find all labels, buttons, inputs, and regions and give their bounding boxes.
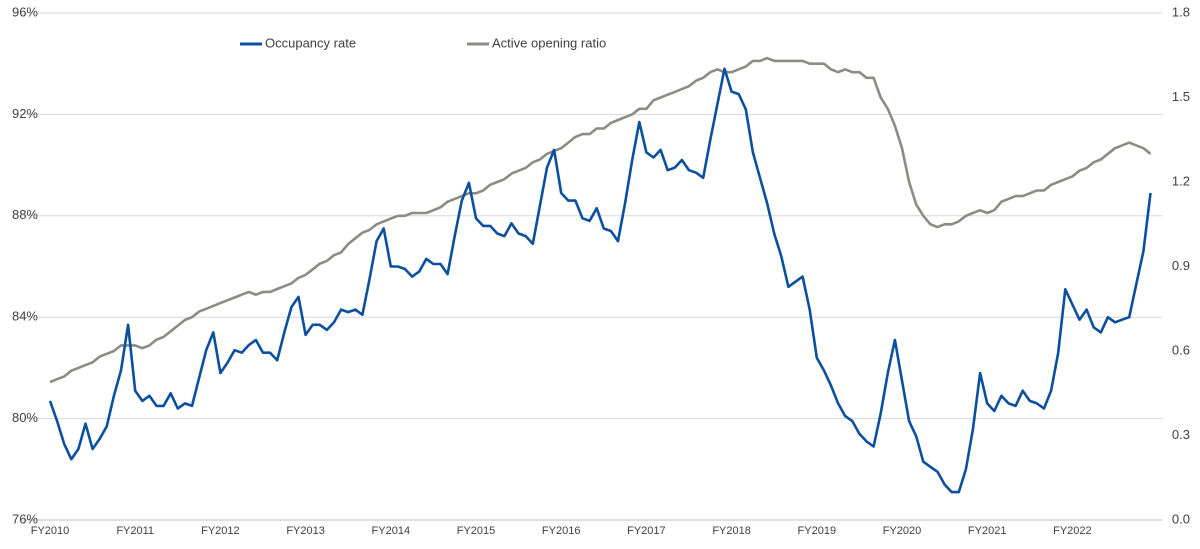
y-tick-label: 96% [12, 4, 38, 19]
y-tick-label: 88% [12, 207, 38, 222]
y2-tick-label: 0.9 [1172, 258, 1190, 273]
y2-tick-label: 1.8 [1172, 4, 1190, 19]
x-tick-label: FY2016 [542, 525, 581, 537]
x-tick-label: FY2018 [712, 525, 751, 537]
x-tick-label: FY2015 [457, 525, 496, 537]
x-tick-label: FY2012 [201, 525, 240, 537]
y2-tick-label: 0.0 [1172, 511, 1190, 526]
y2-tick-label: 1.5 [1172, 89, 1190, 104]
y2-tick-label: 0.3 [1172, 427, 1190, 442]
x-tick-label: FY2011 [116, 525, 154, 537]
y-tick-label: 84% [12, 309, 38, 324]
y-tick-label: 92% [12, 106, 38, 121]
legend-label: Occupancy rate [265, 35, 356, 50]
legend-label: Active opening ratio [492, 35, 606, 50]
y-tick-label: 80% [12, 410, 38, 425]
x-tick-label: FY2017 [627, 525, 666, 537]
x-tick-label: FY2014 [372, 525, 411, 537]
x-tick-label: FY2019 [798, 525, 837, 537]
x-tick-label: FY2022 [1053, 525, 1092, 537]
y-tick-label: 76% [12, 511, 38, 526]
y2-tick-label: 1.2 [1172, 173, 1190, 188]
data-line [49, 56, 1152, 384]
x-tick-label: FY2020 [883, 525, 922, 537]
x-tick-label: FY2010 [31, 525, 70, 537]
y2-tick-label: 0.6 [1172, 342, 1190, 357]
data-line [48, 67, 1152, 494]
x-tick-label: FY2021 [968, 525, 1007, 537]
x-tick-label: FY2013 [286, 525, 325, 537]
